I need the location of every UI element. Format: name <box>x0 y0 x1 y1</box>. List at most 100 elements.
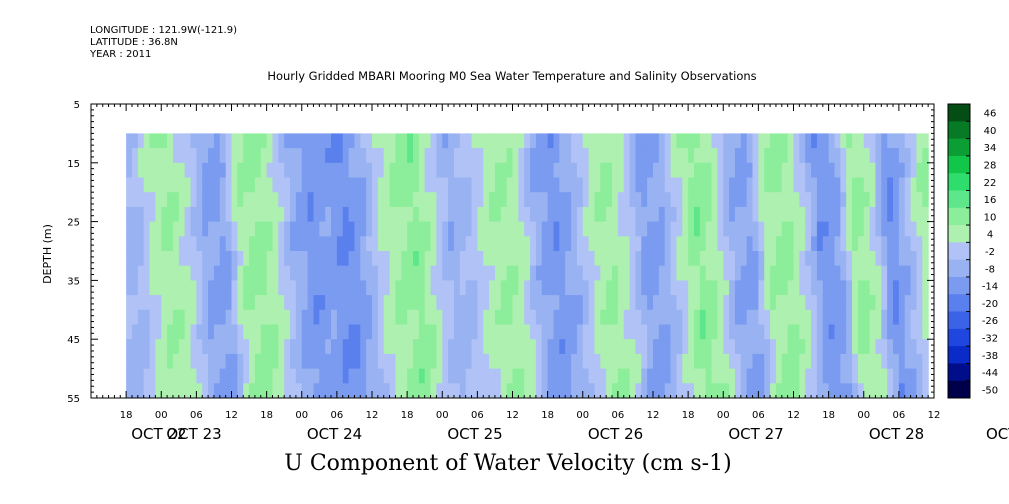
heatmap-cell <box>284 192 291 208</box>
heatmap-cell <box>617 206 625 223</box>
heatmap-cell <box>407 162 414 179</box>
heatmap-cell <box>155 383 162 398</box>
heatmap-cell <box>331 251 338 267</box>
heatmap-cell <box>606 236 613 252</box>
x-axis: 18 00 06 12 18 00 06 12 18 00 06 12 18 00 06 12 18 00 06 12… <box>90 104 1009 443</box>
heatmap-cell <box>530 133 537 149</box>
heatmap-cell <box>208 353 215 370</box>
heatmap-cell <box>729 177 736 193</box>
heatmap-cell <box>331 324 338 340</box>
heatmap-cell <box>922 251 929 267</box>
heatmap-cell <box>617 324 625 340</box>
heatmap-cell <box>190 295 197 311</box>
heatmap-cell <box>629 236 637 252</box>
heatmap-cell <box>799 162 806 179</box>
heatmap-cell <box>254 339 262 355</box>
heatmap-cell <box>313 251 320 267</box>
heatmap-cell <box>524 133 531 149</box>
heatmap-cell <box>910 162 918 179</box>
heatmap-cell <box>541 309 549 326</box>
heatmap-cell <box>594 353 601 370</box>
heatmap-cell <box>635 148 642 164</box>
day-label: OCT 24 <box>307 425 362 443</box>
heatmap-cell <box>898 206 906 223</box>
heatmap-cell <box>184 368 192 384</box>
heatmap-cell <box>887 133 894 149</box>
heatmap-cell <box>149 251 156 267</box>
heatmap-cell <box>354 383 361 398</box>
heatmap-cell <box>424 251 432 267</box>
heatmap-cell <box>893 148 900 164</box>
heatmap-cell <box>635 221 642 237</box>
heatmap-cell <box>208 295 215 311</box>
heatmap-cell <box>852 192 859 208</box>
heatmap-cell <box>213 162 221 179</box>
heatmap-cell <box>846 251 853 267</box>
heatmap-cell <box>699 339 707 355</box>
heatmap-cell <box>272 192 279 208</box>
heatmap-cell <box>875 221 882 237</box>
heatmap-cell <box>729 353 736 370</box>
heatmap-cell <box>752 133 759 149</box>
heatmap-cell <box>635 295 642 311</box>
heatmap-cell <box>910 148 918 164</box>
heatmap-cell <box>178 148 186 164</box>
heatmap-cell <box>290 221 297 237</box>
heatmap-cell <box>190 383 197 398</box>
heatmap-cell <box>781 148 789 164</box>
heatmap-cell <box>225 206 233 223</box>
heatmap-cell <box>805 339 812 355</box>
heatmap-cell <box>448 148 455 164</box>
heatmap-cell <box>126 192 133 208</box>
heatmap-cell <box>284 251 291 267</box>
heatmap-cell <box>770 148 777 164</box>
heatmap-cell <box>342 339 350 355</box>
heatmap-cell <box>348 251 356 267</box>
heatmap-cell <box>167 265 174 281</box>
heatmap-cell <box>641 221 648 237</box>
heatmap-cell <box>401 251 408 267</box>
heatmap-cell <box>840 383 847 398</box>
heatmap-cell <box>313 309 320 326</box>
heatmap-cell <box>770 177 777 193</box>
heatmap-cell <box>272 221 279 237</box>
heatmap-cell <box>313 192 320 208</box>
heatmap-cell <box>278 280 285 296</box>
heatmap-cell <box>459 206 467 223</box>
heatmap-cell <box>237 353 244 370</box>
heatmap-cell <box>190 133 197 149</box>
heatmap-cell <box>816 309 824 326</box>
heatmap-cell <box>863 133 871 149</box>
heatmap-cell <box>301 236 309 252</box>
heatmap-cell <box>325 251 332 267</box>
heatmap-cell <box>840 206 847 223</box>
heatmap-cell <box>676 177 683 193</box>
heatmap-cell <box>243 251 250 267</box>
heatmap-cell <box>290 177 297 193</box>
heatmap-cell <box>775 339 783 355</box>
heatmap-cell <box>512 280 519 296</box>
heatmap-cell <box>828 192 836 208</box>
heatmap-cell <box>418 295 426 311</box>
heatmap-cell <box>442 368 449 384</box>
heatmap-cell <box>740 353 748 370</box>
heatmap-cell <box>834 324 841 340</box>
heatmap-cell <box>366 148 373 164</box>
heatmap-cell <box>723 309 730 326</box>
heatmap-cell <box>547 383 555 398</box>
heatmap-cell <box>670 339 678 355</box>
heatmap-cell <box>131 265 139 281</box>
heatmap-cell <box>126 162 133 179</box>
heatmap-cell <box>729 162 736 179</box>
heatmap-cell <box>688 251 695 267</box>
heatmap-cell <box>576 265 584 281</box>
heatmap-cell <box>734 368 742 384</box>
heatmap-cell <box>172 251 180 267</box>
heatmap-cell <box>535 324 543 340</box>
heatmap-cell <box>448 309 455 326</box>
heatmap-cell <box>213 148 221 164</box>
heatmap-cell <box>816 265 824 281</box>
heatmap-cell <box>354 162 361 179</box>
heatmap-cell <box>869 383 877 398</box>
heatmap-cell <box>641 133 648 149</box>
